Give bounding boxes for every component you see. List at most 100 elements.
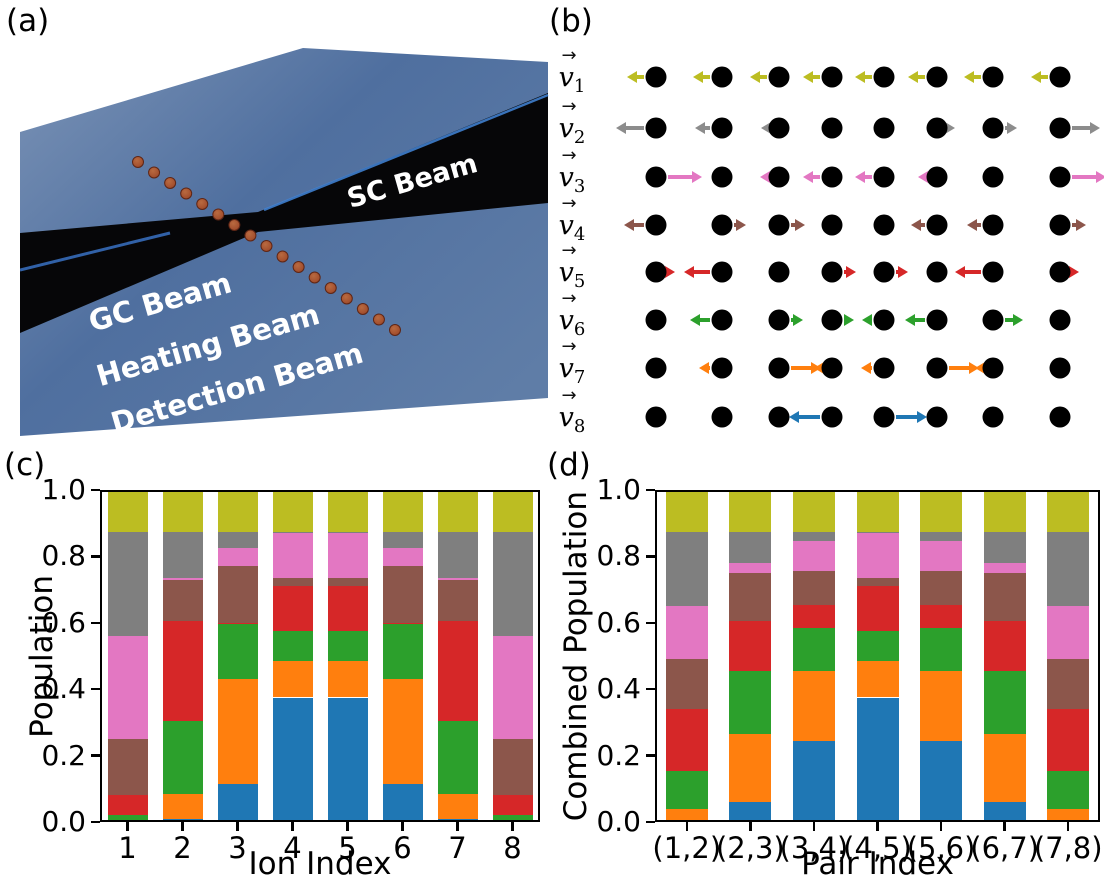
mode-label-subscript: 1 (574, 76, 585, 97)
population-chart-bar-segment-v5 (382, 622, 423, 625)
trapped-ion-dot (389, 324, 401, 336)
population-chart-y-tick-mark (91, 488, 100, 492)
mode-displacement-arrow-head (699, 362, 709, 374)
population-chart-y-tick-label: 0.4 (41, 672, 86, 706)
mode-row-v4: →v4 (559, 193, 1086, 245)
ion-dot (711, 166, 733, 188)
panel-b-mode-diagram: →v1→v2→v3→v4→v5→v6→v7→v8 (559, 45, 1104, 437)
combined-population-chart-bar-segment-v2 (729, 531, 772, 564)
ion-dot (873, 261, 895, 283)
combined-population-chart-x-tick-mark (812, 822, 816, 831)
mode-displacement-arrow-head (1031, 71, 1041, 83)
combined-population-chart-y-tick-label: 0.6 (596, 605, 641, 639)
mode-label-subscript: 4 (574, 224, 585, 245)
population-chart-y-tick-mark (91, 687, 100, 691)
population-chart-bar-segment-v3 (327, 533, 368, 578)
combined-population-chart-bar-segment-v3 (856, 533, 899, 578)
mode-label: v8 (559, 402, 586, 437)
mode-label-subscript: 2 (574, 127, 585, 148)
population-chart-bar-segment-v6 (162, 720, 203, 794)
mode-displacement-arrow-head (964, 71, 974, 83)
population-chart-x-tick-label: 8 (503, 831, 522, 865)
population-chart-x-tick-mark (291, 822, 294, 831)
ion-dot (768, 357, 790, 379)
mode-displacement-arrow-head (690, 314, 700, 326)
mode-displacement-arrow-head (908, 71, 918, 83)
mode-displacement-arrow-head (693, 71, 703, 83)
population-chart-bar-segment-v7 (382, 679, 423, 784)
combined-population-chart-bar-segment-v5 (1047, 709, 1090, 771)
combined-population-chart-y-tick-mark (646, 488, 655, 492)
ion-dot (768, 309, 790, 331)
combined-population-chart-x-tick-mark (939, 822, 943, 831)
ion-dot (711, 214, 733, 236)
mode-displacement-arrow-head (760, 171, 770, 183)
ion-dot (926, 309, 948, 331)
ion-dot (821, 214, 843, 236)
mode-displacement-arrow-head (627, 71, 637, 83)
population-chart-bar-segment-v4 (382, 566, 423, 623)
mode-label: v1 (559, 62, 586, 97)
combined-population-chart-bar-segment-v1 (983, 490, 1026, 532)
combined-population-chart-bar-segment-v4 (856, 577, 899, 587)
population-chart-bar-segment-v5 (492, 795, 533, 816)
ion-dot (1049, 261, 1071, 283)
mode-displacement-arrow-head (692, 171, 702, 183)
population-chart-bar-segment-v2 (492, 531, 533, 637)
ion-dot (768, 214, 790, 236)
mode-displacement-arrow-head (750, 71, 760, 83)
beam-band-highlight-right (263, 93, 549, 212)
population-chart-bar-segment-v1 (327, 490, 368, 532)
combined-population-chart-bar-segment-v3 (920, 541, 963, 572)
combined-population-chart-bar-segment-v3 (983, 563, 1026, 573)
ion-dot (645, 117, 667, 139)
trapped-ion-dot (132, 156, 144, 168)
combined-population-chart-bar-segment-v8 (983, 802, 1026, 822)
ion-dot (645, 66, 667, 88)
mode-displacement-arrow-head (616, 122, 626, 134)
combined-population-chart-x-tick-label: (7,8) (1033, 831, 1103, 865)
combined-population-chart-x-tick-mark (1066, 822, 1070, 831)
combined-population-chart-bar-segment-v8 (729, 802, 772, 822)
population-chart-bar-segment-v8 (272, 697, 313, 822)
combined-population-chart-bar-segment-v6 (1047, 770, 1090, 809)
ion-dot (711, 406, 733, 428)
combined-population-chart-bar-segment-v7 (792, 670, 835, 741)
mode-displacement-arrow-head (898, 266, 908, 278)
panel-label-a: (a) (6, 3, 50, 39)
combined-population-chart-bar-segment-v2 (792, 531, 835, 542)
population-chart-bar-segment-v5 (327, 586, 368, 632)
population-chart-bar-segment-v6 (217, 624, 258, 680)
combined-population-chart-bar-segment-v5 (729, 621, 772, 671)
chip-surface (20, 48, 548, 436)
vector-hat-icon: → (561, 240, 576, 261)
beam-band (20, 93, 548, 333)
panel-label-d: (d) (547, 447, 591, 483)
population-chart-bar-segment-v2 (107, 531, 148, 637)
combined-population-chart-bar-segment-v4 (1047, 659, 1090, 710)
population-chart-bar-segment-v2 (327, 531, 368, 534)
combined-population-chart-bar-segment-v6 (729, 670, 772, 735)
combined-population-chart-x-tick-mark (1003, 822, 1006, 831)
mode-row-v7: →v7 (559, 336, 1071, 388)
mode-row-v5: →v5 (559, 240, 1079, 292)
combined-population-chart-bar-segment-v6 (983, 670, 1026, 735)
ion-dot (926, 214, 948, 236)
combined-population-chart-y-tick-label: 0.4 (596, 672, 641, 706)
population-chart-bar-segment-v2 (382, 531, 423, 549)
population-chart-bar-segment-v4 (272, 577, 313, 587)
ion-dot (982, 309, 1004, 331)
trapped-ion-dot (228, 219, 241, 231)
ion-dot (982, 406, 1004, 428)
mode-displacement-arrow-head (969, 362, 979, 374)
ion-dot (873, 66, 895, 88)
population-chart-x-tick-mark (456, 822, 459, 831)
population-chart-x-tick-label: 6 (393, 831, 412, 865)
combined-population-chart-bar-segment-v2 (665, 531, 708, 607)
combined-population-chart-bar-segment-v3 (792, 541, 835, 572)
population-chart-bar-segment-v2 (272, 531, 313, 534)
trapped-ion-dot (180, 187, 193, 200)
vector-hat-icon: → (561, 288, 576, 309)
combined-population-chart-y-tick-label: 0.8 (596, 539, 641, 573)
